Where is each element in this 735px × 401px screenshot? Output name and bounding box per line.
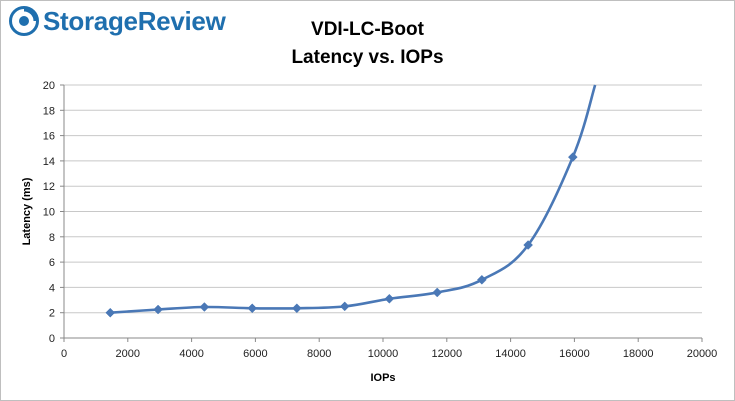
x-tick-label: 6000 (243, 348, 267, 360)
data-point (247, 303, 258, 314)
data-point (105, 307, 116, 318)
y-tick-label: 14 (43, 156, 55, 168)
x-tick-label: 4000 (179, 348, 203, 360)
data-point (567, 152, 578, 162)
storagereview-logo-icon (9, 6, 39, 36)
x-tick-label: 18000 (623, 348, 654, 360)
y-tick-label: 2 (49, 308, 55, 320)
x-axis-title: IOPs (370, 372, 395, 384)
y-tick-label: 8 (49, 232, 55, 244)
x-tick-label: 20000 (687, 348, 718, 360)
x-tick-label: 14000 (495, 348, 526, 360)
x-tick-label: 16000 (559, 348, 590, 360)
axes (60, 84, 703, 342)
y-tick-label: 4 (49, 282, 55, 294)
data-point (384, 293, 395, 304)
data-point (339, 301, 350, 312)
data-point (199, 302, 210, 312)
x-tick-label: 8000 (307, 348, 331, 360)
chart-title: VDI-LC-Boot (311, 19, 424, 40)
tick-labels: 0 2 4 6 8 10 12 14 16 18 20 0 2000 4000 6000 8000 10000 1… (43, 80, 718, 360)
y-tick-label: 12 (43, 181, 55, 193)
y-axis-title: Latency (ms) (21, 177, 33, 245)
brand-name: StorageReview (43, 5, 226, 36)
x-tick-label: 2000 (116, 348, 140, 360)
y-tick-label: 20 (43, 80, 55, 92)
x-tick-label: 10000 (368, 348, 399, 360)
y-tick-label: 6 (49, 257, 55, 269)
data-point (153, 304, 163, 315)
y-tick-label: 0 (49, 333, 55, 345)
y-tick-label: 10 (43, 207, 55, 219)
data-point (523, 240, 533, 250)
data-point (477, 274, 487, 285)
brand-logo: StorageReview (9, 5, 226, 37)
data-point (292, 303, 302, 314)
gridlines (64, 84, 702, 314)
series-line (110, 84, 597, 314)
series-group (105, 84, 597, 318)
x-tick-label: 0 (61, 348, 67, 360)
x-tick-label: 12000 (432, 348, 463, 360)
data-point (432, 287, 443, 298)
y-tick-label: 16 (43, 131, 55, 143)
chart-subtitle: Latency vs. IOPs (291, 47, 444, 68)
y-tick-label: 18 (43, 105, 55, 117)
